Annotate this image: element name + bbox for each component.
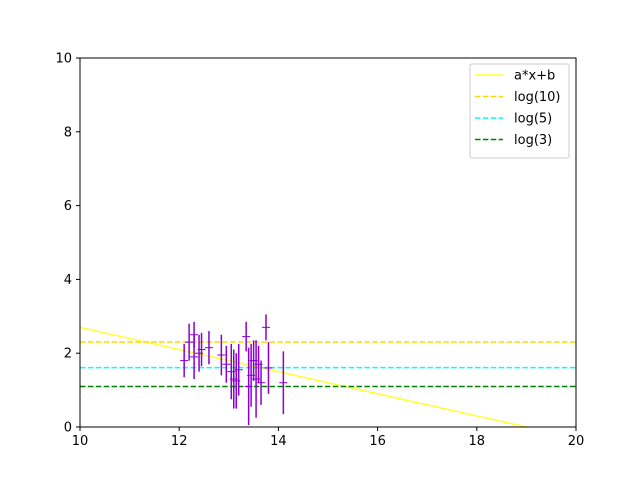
x-tick-label: 10 [72,434,89,449]
x-tick-label: 18 [469,434,486,449]
errorbar-point [180,343,189,378]
x-tick-label: 12 [171,434,188,449]
y-tick-label: 0 [64,421,72,436]
errorbar-point [242,321,251,352]
x-axis: 10 12 14 16 18 20 [72,427,585,449]
errorbar-point [234,343,243,396]
legend-box [469,63,570,159]
errorbar-point [185,323,194,361]
y-tick-label: 8 [64,125,72,140]
series-line-0 [80,326,527,427]
legend-label: log(3) [514,133,552,148]
axes-frame [79,57,577,428]
y-tick-label: 2 [64,347,72,362]
legend-label: log(10) [514,90,561,105]
legend: a*x+b log(10) log(5) log(3) [469,63,570,159]
legend-label: log(5) [514,112,552,127]
plot-area [80,314,576,427]
legend-label: a*x+b [514,69,555,84]
errorbar-point [204,331,213,365]
errorbar-point [257,360,266,405]
y-axis: 0 2 4 6 8 10 [55,52,80,436]
y-tick-label: 10 [55,52,72,67]
errorbar-point [279,351,288,415]
x-tick-label: 14 [270,434,287,449]
errorbar-point [190,321,199,348]
y-tick-label: 4 [64,273,72,288]
errorbar-point [264,342,273,394]
x-tick-label: 16 [369,434,386,449]
errorbar-point [217,334,226,376]
y-tick-label: 6 [64,199,72,214]
errorbar-point [197,332,206,367]
errorbar-point [262,314,270,341]
errorbar-point [222,345,231,383]
x-tick-label: 20 [568,434,585,449]
